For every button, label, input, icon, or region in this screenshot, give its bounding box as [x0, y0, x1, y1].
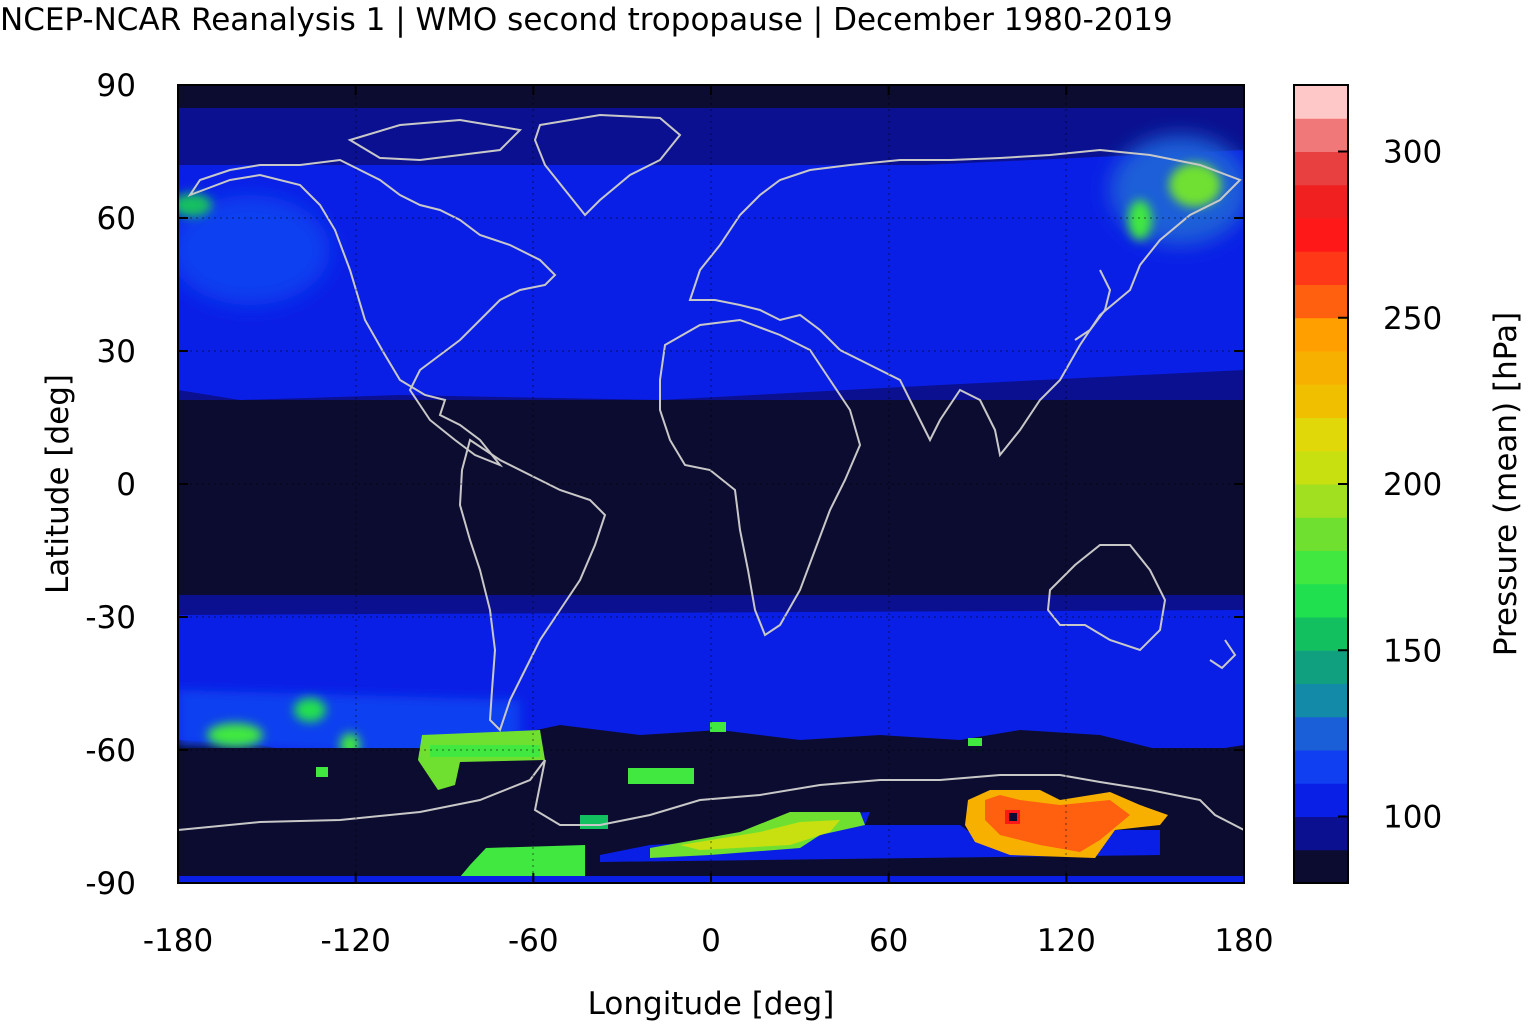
colorbar-tick-label: 300 [1383, 135, 1442, 171]
colorbar-cell [1294, 683, 1348, 718]
y-tick-label: -30 [85, 600, 136, 636]
siberia-max [1169, 163, 1221, 207]
y-axis-label: Latitude [deg] [40, 374, 76, 594]
east-plateau-yellow [680, 820, 840, 850]
x-tick-label: 0 [701, 923, 721, 959]
colorbar-cell [1294, 583, 1348, 618]
colorbar-cell [1294, 251, 1348, 285]
colorbar-cells [1294, 85, 1348, 884]
pacific-spot [316, 767, 328, 777]
new-zealand-coast [1209, 639, 1237, 670]
coastlines [178, 113, 1244, 831]
y-tick-marks [178, 84, 1244, 884]
north-pole-cap [178, 85, 1244, 108]
y-tick-label: 30 [97, 334, 136, 370]
colorbar-cell [1294, 417, 1348, 452]
colorbar-cell [1294, 218, 1348, 252]
kamchatka-max [1128, 200, 1152, 240]
colorbar-cell [1294, 450, 1348, 485]
alaska-max [178, 193, 212, 217]
colorbar-tick-label: 200 [1383, 467, 1442, 503]
x-tick-label: -180 [143, 923, 213, 959]
x-tick-label: 180 [1214, 923, 1273, 959]
colorbar-cell [1294, 85, 1348, 119]
africa-coast [659, 318, 862, 637]
colorbar: Pressure (mean) [hPa] [1293, 84, 1524, 884]
australia-coast [1046, 544, 1167, 652]
colorbar-cell [1294, 317, 1348, 352]
colorbar-cell [1294, 517, 1348, 551]
y-tick-label: -90 [85, 866, 136, 902]
colorbar-cell [1294, 783, 1348, 817]
x-tick-label: -120 [320, 923, 390, 959]
x-tick-label: 60 [869, 923, 908, 959]
canadian-archipelago-coast [347, 118, 523, 162]
colorbar-cell [1294, 816, 1348, 851]
east-antarctic-orange-core [985, 795, 1130, 852]
gridlines [178, 85, 1244, 883]
y-tick-label: -60 [85, 733, 136, 769]
west-antarctic-green [455, 845, 585, 883]
indian-spot [968, 738, 982, 746]
pressure-field [178, 85, 1244, 883]
y-tick-label: 60 [97, 201, 136, 237]
chart-title: NCEP-NCAR Reanalysis 1 | WMO second trop… [0, 2, 1173, 38]
greenland-coast [533, 113, 682, 217]
colorbar-label: Pressure (mean) [hPa] [1488, 312, 1524, 656]
colorbar-cell [1294, 617, 1348, 651]
colorbar-tick-label: 250 [1383, 301, 1442, 337]
colorbar-tick-label: 150 [1383, 633, 1442, 669]
x-tick-label: -60 [508, 923, 559, 959]
colorbar-cell [1294, 384, 1348, 418]
japan-coast [1074, 269, 1112, 341]
north-america-coast [187, 158, 557, 468]
y-tick-label: 90 [97, 68, 136, 104]
colorbar-cell [1294, 750, 1348, 784]
y-tick-label: 0 [116, 467, 136, 503]
north-pacific-patch [178, 195, 330, 305]
antarctica-coast [178, 759, 1244, 831]
south-pacific-max-1 [207, 723, 263, 747]
colorbar-tick-label: 100 [1383, 800, 1442, 836]
colorbar-cell [1294, 550, 1348, 585]
colorbar-cell [1294, 284, 1348, 319]
colorbar-cell [1294, 118, 1348, 152]
x-axis-label: Longitude [deg] [588, 986, 835, 1022]
drake-passage-band [430, 745, 540, 757]
coast-spot [580, 815, 608, 829]
colorbar-cell [1294, 151, 1348, 186]
atlantic-spot [710, 722, 726, 732]
colorbar-cell [1294, 184, 1348, 219]
colorbar-cell [1294, 849, 1348, 884]
colorbar-cell [1294, 351, 1348, 385]
colorbar-cell [1294, 484, 1348, 518]
weddell-patch [628, 768, 694, 784]
east-antarctic-hole [1009, 813, 1017, 821]
x-tick-label: 120 [1037, 923, 1096, 959]
x-tick-marks [177, 85, 1245, 883]
colorbar-cell [1294, 716, 1348, 751]
colorbar-cell [1294, 650, 1348, 684]
south-pacific-max-2 [294, 698, 326, 722]
colorbar-tick-marks [1338, 150, 1348, 818]
south-america-coast [458, 438, 607, 732]
